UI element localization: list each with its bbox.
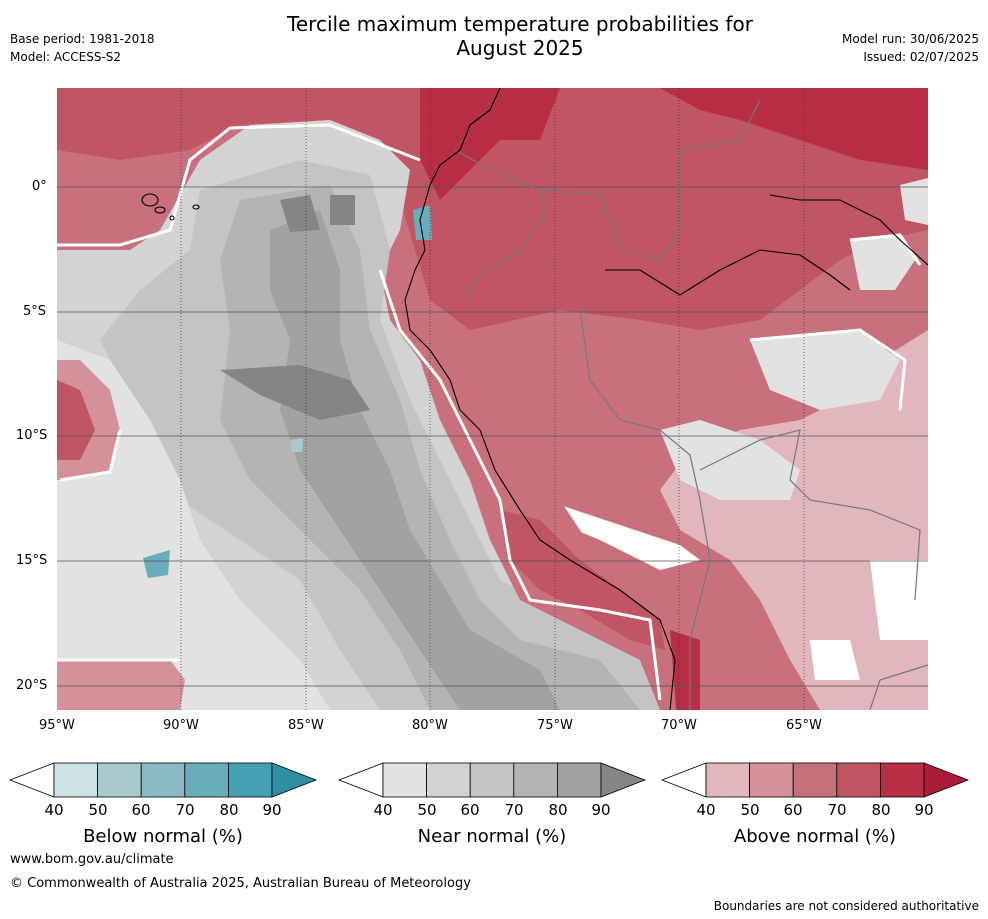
near-normal-colorbar bbox=[337, 762, 647, 798]
colorbar-segment bbox=[836, 762, 881, 798]
lat-label-15s: 15°S bbox=[16, 553, 48, 568]
colorbar-segment bbox=[749, 762, 794, 798]
tick: 80 bbox=[219, 801, 239, 819]
colorbar-segment bbox=[705, 762, 750, 798]
above-normal-colorbar bbox=[660, 762, 970, 798]
colorbar-segment bbox=[140, 762, 186, 798]
lon-label-70w: 70°W bbox=[661, 718, 697, 733]
below-normal-label: Below normal (%) bbox=[83, 826, 243, 847]
below-normal-colorbar bbox=[8, 762, 318, 798]
tick: 60 bbox=[783, 801, 803, 819]
tick: 50 bbox=[88, 801, 108, 819]
tick: 70 bbox=[175, 801, 195, 819]
colorbar-segment bbox=[382, 762, 427, 798]
tick: 70 bbox=[504, 801, 524, 819]
tick: 40 bbox=[373, 801, 393, 819]
colorbar-segment bbox=[97, 762, 142, 798]
title-line-2: August 2025 bbox=[456, 36, 584, 60]
colorbar-extend-high bbox=[600, 762, 647, 798]
colorbars bbox=[8, 762, 970, 798]
issued-text: Issued: 02/07/2025 bbox=[863, 50, 979, 64]
colorbar-segment bbox=[557, 762, 602, 798]
tick: 80 bbox=[548, 801, 568, 819]
base-period-text: Base period: 1981-2018 bbox=[10, 32, 155, 46]
tick: 40 bbox=[696, 801, 716, 819]
lon-label-90w: 90°W bbox=[163, 718, 199, 733]
parallel-gridlines bbox=[57, 186, 928, 687]
lon-label-75w: 75°W bbox=[537, 718, 573, 733]
lon-label-85w: 85°W bbox=[288, 718, 324, 733]
tick: 70 bbox=[827, 801, 847, 819]
colorbar-segment bbox=[184, 762, 229, 798]
map-title: Tercile maximum temperature probabilitie… bbox=[0, 12, 988, 60]
coastline bbox=[141, 88, 928, 710]
title-line-1: Tercile maximum temperature probabilitie… bbox=[287, 12, 753, 36]
above-normal-label: Above normal (%) bbox=[733, 826, 897, 847]
colorbar-segment bbox=[53, 762, 98, 798]
colorbar-extend-high bbox=[923, 762, 970, 798]
colorbar-extend-high bbox=[271, 762, 318, 798]
lon-label-65w: 65°W bbox=[786, 718, 822, 733]
tick: 50 bbox=[417, 801, 437, 819]
tick: 60 bbox=[460, 801, 480, 819]
near-normal-ticks: 40 50 60 70 80 90 bbox=[0, 801, 988, 821]
colorbar-extend-low bbox=[660, 762, 707, 798]
colorbar-segment bbox=[880, 762, 925, 798]
lon-label-95w: 95°W bbox=[39, 718, 75, 733]
colorbar-segment bbox=[792, 762, 838, 798]
tick: 90 bbox=[914, 801, 934, 819]
colorbar-extend-low bbox=[8, 762, 55, 798]
near-normal-label: Near normal (%) bbox=[417, 826, 567, 847]
lat-label-10s: 10°S bbox=[16, 428, 48, 443]
colorbar-segment bbox=[469, 762, 515, 798]
copyright-text: © Commonwealth of Australia 2025, Austra… bbox=[10, 876, 471, 891]
tick: 60 bbox=[131, 801, 151, 819]
tick: 50 bbox=[740, 801, 760, 819]
above-normal-ticks: 40 50 60 70 80 90 bbox=[0, 801, 988, 821]
disclaimer-text: Boundaries are not considered authoritat… bbox=[713, 899, 979, 913]
map-fill bbox=[57, 88, 928, 710]
model-run-text: Model run: 30/06/2025 bbox=[841, 32, 979, 46]
lon-label-80w: 80°W bbox=[412, 718, 448, 733]
below-normal-ticks: 40 50 60 70 80 90 bbox=[0, 801, 988, 821]
tick: 40 bbox=[44, 801, 64, 819]
colorbar-segment bbox=[426, 762, 471, 798]
tick: 90 bbox=[262, 801, 282, 819]
colorbar-segment bbox=[513, 762, 558, 798]
website-link[interactable]: www.bom.gov.au/climate bbox=[10, 852, 174, 867]
probability-map bbox=[57, 88, 928, 710]
colorbar-segment bbox=[227, 762, 273, 798]
country-borders bbox=[454, 99, 928, 710]
tick: 90 bbox=[591, 801, 611, 819]
colorbar-extend-low bbox=[337, 762, 384, 798]
tick: 80 bbox=[871, 801, 891, 819]
lat-label-20s: 20°S bbox=[16, 678, 48, 693]
model-text: Model: ACCESS-S2 bbox=[10, 50, 122, 64]
lat-label-0: 0° bbox=[32, 179, 47, 194]
lat-label-5s: 5°S bbox=[23, 304, 47, 319]
